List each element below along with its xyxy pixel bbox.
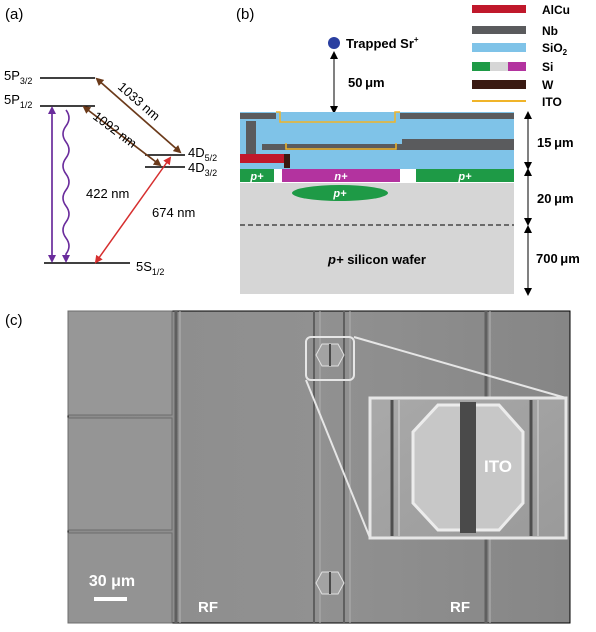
panel-b: (b) Trapped Sr+ 50 μm p+ silicon wafer p… (236, 3, 580, 296)
p-plus-left-label: p+ (249, 171, 264, 183)
legend-swatch-si-p (472, 62, 490, 71)
legend-label-sio2: SiO2 (542, 41, 568, 57)
nb-via-left (246, 121, 256, 154)
scale-bar-label: 30 μm (89, 573, 135, 590)
legend-swatch-alcu (472, 5, 526, 13)
legend-swatch-si-n (508, 62, 526, 71)
scale-bar (94, 597, 127, 601)
w-via (284, 154, 290, 168)
inset-slot (460, 402, 476, 533)
level-5p32-label: 5P3/2 (4, 68, 32, 86)
zoom-selection-box (305, 336, 355, 381)
legend: AlCu Nb SiO2 Si W ITO (472, 3, 570, 109)
nb-mid-right (402, 139, 514, 145)
zoom-inset: ITO (368, 396, 568, 540)
panel-a-label: (a) (5, 6, 23, 23)
sem-pad-top-left (67, 310, 173, 416)
electrode-label-left: RF (198, 599, 218, 616)
legend-label-nb: Nb (542, 24, 558, 38)
transition-422-label: 422 nm (86, 186, 129, 201)
legend-swatch-si-bulk (490, 62, 508, 71)
electrode-label-right: RF (450, 599, 470, 616)
panel-c: (c) ITO (5, 310, 571, 624)
legend-label-si: Si (542, 60, 553, 74)
transition-674-label: 674 nm (152, 205, 195, 220)
ion-height-label: 50 μm (348, 75, 385, 90)
zoom-connector-top (353, 336, 567, 399)
si-p-plus-right (416, 169, 514, 182)
alcu-layer (240, 154, 284, 163)
nb-lower-layer (262, 144, 514, 150)
si-p-plus-left (240, 169, 274, 182)
dim-15um-label: 15 μm (537, 135, 574, 150)
dim-20um-label: 20 μm (537, 191, 574, 206)
sem-pad-bottom-left (67, 532, 173, 624)
trapped-ion-dot (328, 37, 340, 49)
transition-1092-arrow (82, 105, 162, 167)
inset-ito-label: ITO (484, 457, 512, 476)
si-n-plus-region (282, 169, 400, 182)
sem-pad-mid-left (67, 417, 173, 531)
transition-1092-label: 1092 nm (90, 108, 139, 150)
silicon-substrate (240, 183, 514, 294)
legend-label-ito: ITO (542, 95, 562, 109)
ito-lower-outline (285, 143, 397, 150)
level-5p12-label: 5P1/2 (4, 92, 32, 110)
dim-700um-label: 700 μm (536, 251, 580, 266)
decay-422-wavy-arrow (62, 109, 70, 263)
legend-swatch-w (472, 80, 526, 89)
legend-swatch-nb (472, 26, 526, 34)
level-4d32-label: 4D3/2 (188, 160, 217, 178)
wafer-label: p+ silicon wafer (327, 252, 426, 267)
ito-top-outline (276, 111, 400, 123)
legend-label-w: W (542, 78, 554, 92)
panel-c-label: (c) (5, 312, 23, 329)
legend-label-alcu: AlCu (542, 3, 570, 17)
panel-a: (a) 5P3/2 5P1/2 4D5/2 4D3/2 5S1/2 1033 n… (4, 6, 217, 277)
trapped-ion-label: Trapped Sr+ (346, 35, 419, 51)
level-5s12-label: 5S1/2 (136, 259, 164, 277)
p-plus-buried-label: p+ (332, 188, 347, 200)
n-plus-label: n+ (334, 171, 348, 183)
p-plus-right-label: p+ (457, 171, 472, 183)
level-4d52-label: 4D5/2 (188, 145, 217, 163)
nb-top-electrode-right (400, 113, 514, 119)
panel-b-label: (b) (236, 6, 254, 23)
transition-674-arrow (94, 156, 172, 264)
legend-swatch-sio2 (472, 43, 526, 52)
zoom-connector-bottom (305, 379, 371, 539)
si-p-plus-buried (292, 185, 388, 201)
nb-top-electrode-left (240, 113, 276, 119)
